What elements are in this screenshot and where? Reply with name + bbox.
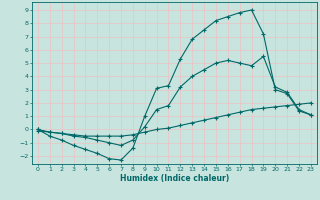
- X-axis label: Humidex (Indice chaleur): Humidex (Indice chaleur): [120, 174, 229, 183]
